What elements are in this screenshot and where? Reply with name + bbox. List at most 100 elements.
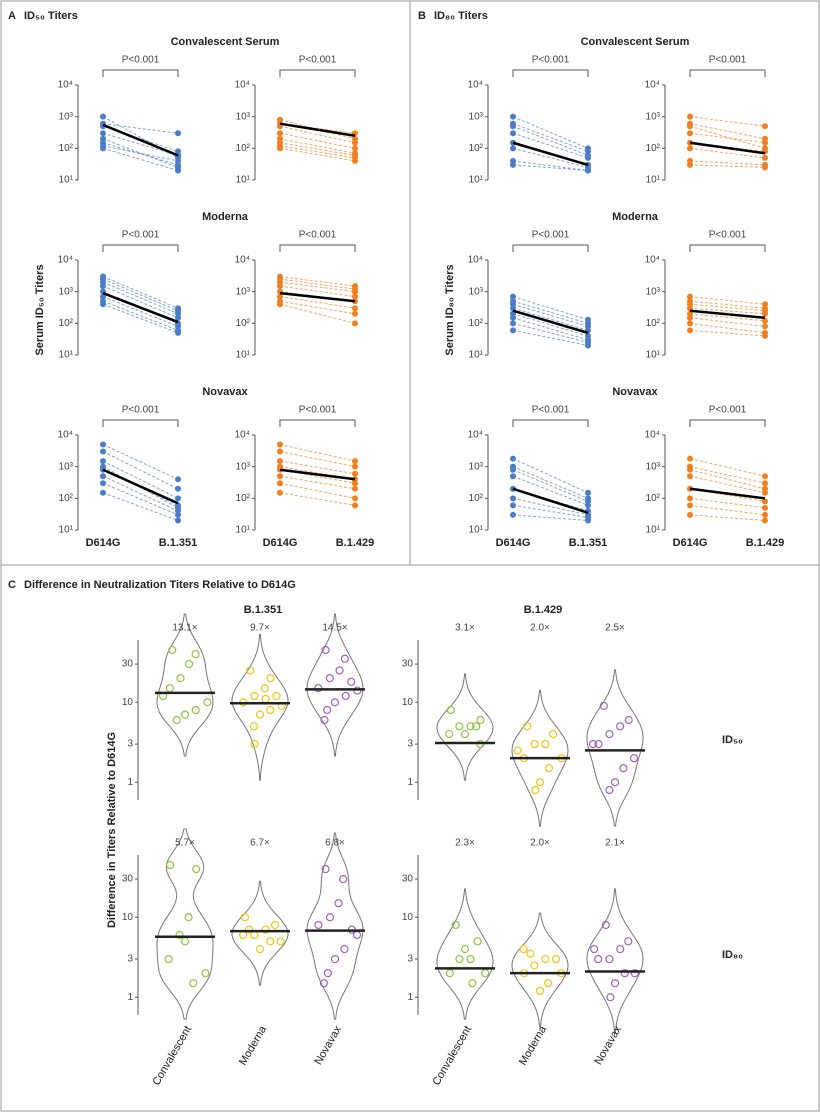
data-point: [266, 937, 275, 946]
data-point: [255, 944, 265, 954]
data-point: [455, 722, 464, 731]
y-tick-label: 10⁴: [645, 430, 660, 441]
y-tick-label: 1: [407, 777, 413, 788]
paired-line: [689, 164, 766, 168]
data-point: [624, 715, 633, 725]
significance-bracket: [279, 419, 356, 427]
annotation: P<0.001: [709, 55, 747, 66]
data-point: [510, 320, 516, 327]
mean-line: [689, 309, 766, 320]
y-tick-label: 30: [122, 874, 134, 885]
data-point: [629, 754, 639, 763]
data-point: [319, 979, 329, 988]
data-point: [352, 305, 358, 312]
y-tick-label: 10⁴: [235, 430, 250, 441]
data-point: [321, 864, 330, 874]
data-point: [687, 314, 693, 321]
data-point: [510, 511, 516, 518]
data-point: [352, 470, 358, 477]
data-point: [192, 864, 201, 874]
y-tick-label: 10³: [236, 111, 251, 122]
violin: [436, 673, 494, 781]
data-point: [100, 130, 106, 137]
data-point: [585, 323, 591, 330]
data-point: [277, 135, 283, 142]
paired-line: [512, 132, 589, 159]
data-point: [352, 502, 358, 509]
data-point: [510, 145, 516, 152]
data-point: [100, 448, 106, 455]
data-point: [255, 710, 265, 719]
mean-line: [512, 141, 589, 167]
x-tick-label: D614G: [673, 537, 708, 549]
paired-line: [689, 458, 766, 477]
data-point: [444, 729, 454, 739]
data-point: [352, 293, 358, 300]
data-point: [762, 332, 768, 339]
data-point: [100, 113, 106, 120]
significance-bracket: [689, 244, 766, 252]
x-tick-label: Convalescent: [430, 1024, 474, 1088]
y-tick-label: 10: [402, 912, 414, 923]
y-tick-label: 10¹: [469, 525, 484, 536]
significance-bracket: [102, 69, 179, 77]
data-point: [762, 517, 768, 524]
data-point: [272, 691, 281, 701]
significance-bracket: [689, 69, 766, 77]
value-label: 2.0×: [530, 623, 550, 634]
data-point: [481, 969, 490, 978]
violin: [436, 888, 494, 1020]
data-point: [762, 485, 768, 492]
x-tick-label: B.1.429: [746, 537, 785, 549]
paired-line: [279, 475, 356, 490]
data-point: [687, 130, 693, 137]
data-point: [180, 937, 190, 946]
paired-line: [689, 123, 766, 140]
data-point: [544, 764, 554, 773]
paired-line: [102, 281, 179, 315]
paired-line: [689, 497, 766, 509]
mean-line: [102, 123, 179, 157]
y-tick-label: 10³: [646, 286, 661, 297]
violin: [231, 880, 289, 986]
data-point: [201, 969, 210, 978]
paired-line: [102, 492, 179, 521]
data-point: [687, 293, 693, 300]
paired-line: [512, 466, 589, 499]
x-tick-label: B.1.429: [336, 537, 375, 549]
data-point: [687, 161, 693, 168]
y-tick-label: 10³: [236, 286, 251, 297]
data-point: [687, 511, 693, 518]
paired-line: [512, 469, 589, 502]
subplot-title: Novavax: [612, 386, 658, 398]
data-point: [762, 139, 768, 146]
data-point: [762, 154, 768, 161]
paired-line: [512, 303, 589, 327]
paired-line: [689, 504, 766, 516]
x-tick-label: D614G: [496, 537, 531, 549]
paired-line: [102, 138, 179, 168]
violin: [156, 828, 214, 1020]
significance-bracket: [102, 419, 179, 427]
data-point: [352, 135, 358, 142]
y-tick-label: 10²: [646, 318, 661, 329]
data-point: [203, 698, 212, 707]
paired-line: [102, 303, 179, 334]
y-tick-label: 1: [407, 992, 413, 1003]
data-point: [100, 283, 106, 290]
y-tick-label: 10²: [646, 143, 661, 154]
data-point: [277, 473, 283, 480]
y-tick-label: 10³: [469, 461, 484, 472]
paired-line: [279, 492, 356, 506]
data-point: [630, 969, 639, 978]
data-point: [510, 161, 516, 168]
paired-line: [689, 116, 766, 127]
y-tick-label: 10³: [469, 111, 484, 122]
y-tick-label: 10²: [59, 318, 74, 329]
annotation: P<0.001: [532, 230, 570, 241]
paired-line: [102, 147, 179, 171]
data-point: [277, 448, 283, 455]
data-point: [687, 320, 693, 327]
paired-line: [512, 123, 589, 152]
